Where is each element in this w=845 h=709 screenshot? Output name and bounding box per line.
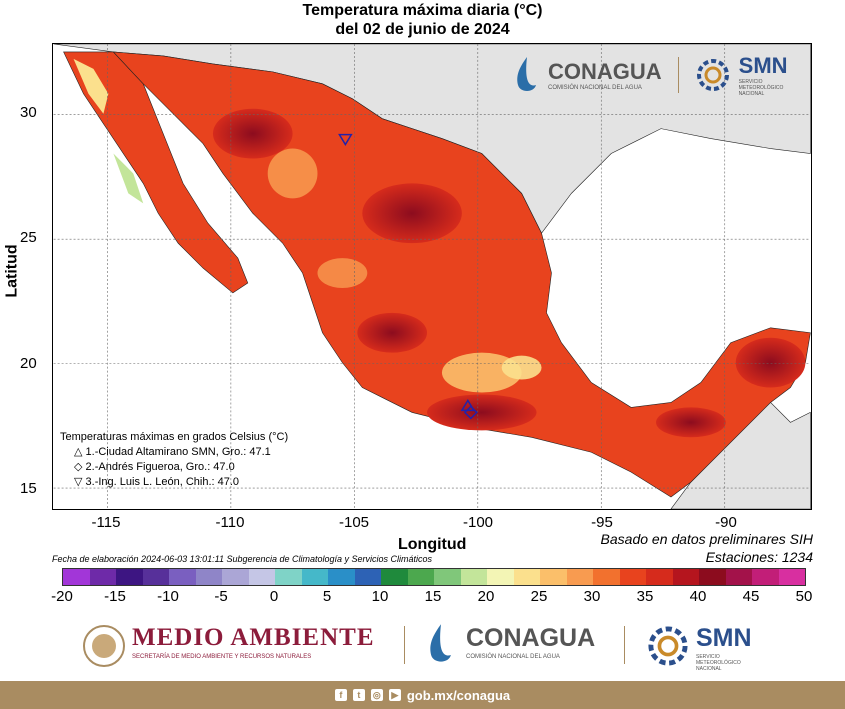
y-tick: 25: [20, 229, 37, 246]
x-tick: -100: [462, 514, 494, 531]
colorbar-swatch: [487, 569, 514, 585]
legend-item: ▽ 3.-Ing. Luis L. León, Chih.: 47.0: [74, 476, 240, 488]
colorbar-swatch: [89, 569, 116, 585]
x-tick: -95: [591, 514, 613, 531]
mexico-seal-icon: [83, 625, 125, 667]
colorbar-label: 25: [530, 588, 548, 605]
colorbar-label: -15: [104, 588, 126, 605]
colorbar-label: -5: [214, 588, 228, 605]
colorbar-swatch: [540, 569, 567, 585]
colorbar-label: 35: [636, 588, 654, 605]
colorbar-swatch: [116, 569, 143, 585]
colorbar-label: 5: [322, 588, 332, 605]
colorbar-swatch: [63, 569, 90, 585]
smn-footer-icon: [648, 626, 688, 666]
colorbar-swatch: [222, 569, 249, 585]
legend-item: △ 1.-Ciudad Altamirano SMN, Gro.: 47.1: [74, 446, 271, 458]
footer-logos: MEDIO AMBIENTE SECRETARÍA DE MEDIO AMBIE…: [0, 620, 845, 672]
colorbar-label: 10: [371, 588, 389, 605]
colorbar-label: 0: [269, 588, 279, 605]
instagram-icon[interactable]: ◎: [370, 689, 383, 701]
colorbar-label: 15: [424, 588, 442, 605]
conagua-drop-icon: [517, 57, 536, 91]
y-tick: 30: [20, 104, 37, 121]
colorbar-swatch: [699, 569, 726, 585]
baja-california: [63, 51, 249, 294]
colorbar-swatch: [593, 569, 620, 585]
colorbar-swatch: [248, 569, 275, 585]
colorbar-swatch: [778, 569, 805, 585]
legend-item: ◇ 2.-Andrés Figueroa, Gro.: 47.0: [74, 461, 235, 473]
facebook-icon[interactable]: f: [334, 689, 347, 701]
colorbar-label: 20: [477, 588, 495, 605]
colorbar-swatch: [460, 569, 487, 585]
colorbar-swatch: [381, 569, 408, 585]
y-tick: 20: [20, 355, 37, 372]
colorbar-swatch: [301, 569, 328, 585]
colorbar-swatch: [354, 569, 381, 585]
footer-bar: f t ◎ ▶ gob.mx/conagua: [0, 681, 845, 709]
colorbar-swatch: [169, 569, 196, 585]
x-axis-label: Longitud: [398, 536, 467, 553]
map-subtitle: del 02 de junio de 2024: [335, 21, 510, 38]
y-axis-label: Latitud: [3, 244, 21, 298]
colorbar-swatch: [566, 569, 593, 585]
y-tick: 15: [20, 480, 37, 497]
legend-heading: Temperaturas máximas en grados Celsius (…: [60, 431, 289, 443]
conagua-footer-logo: CONAGUA: [466, 624, 596, 652]
colorbar-swatch: [725, 569, 752, 585]
youtube-icon[interactable]: ▶: [388, 689, 401, 701]
colorbar-label: 50: [795, 588, 813, 605]
twitter-icon[interactable]: t: [352, 689, 365, 701]
colorbar-swatch: [646, 569, 673, 585]
colorbar-label: 30: [583, 588, 601, 605]
colorbar-label: -20: [51, 588, 73, 605]
medio-ambiente-logo: MEDIO AMBIENTE: [132, 624, 375, 651]
conagua-footer-icon: [430, 624, 451, 662]
x-tick: -115: [91, 514, 121, 531]
map-panel: CONAGUA COMISIÓN NACIONAL DEL AGUA SMN S…: [52, 43, 812, 510]
colorbar-swatch: [513, 569, 540, 585]
stations-count: Estaciones: 1234: [705, 549, 813, 565]
colorbar-swatch: [434, 569, 461, 585]
colorbar-label: 45: [742, 588, 760, 605]
colorbar-swatch: [672, 569, 699, 585]
temperature-map: [52, 43, 812, 510]
colorbar-swatch: [142, 569, 169, 585]
colorbar-swatch: [619, 569, 646, 585]
creation-date-note: Fecha de elaboración 2024-06-03 13:01:11…: [52, 554, 433, 564]
conagua-logo-top: CONAGUA COMISIÓN NACIONAL DEL AGUA SMN S…: [514, 53, 799, 97]
data-source-note: Basado en datos preliminares SIH: [600, 531, 813, 547]
map-title: Temperatura máxima diaria (°C): [302, 2, 543, 19]
station-legend: Temperaturas máximas en grados Celsius (…: [60, 430, 288, 490]
colorbar: [62, 568, 806, 586]
colorbar-swatch: [195, 569, 222, 585]
colorbar-label: -10: [157, 588, 179, 605]
smn-logo-icon: [696, 59, 729, 91]
station-marker-diamond: [463, 405, 478, 420]
colorbar-swatch: [275, 569, 302, 585]
smn-footer-logo: SMN: [696, 624, 752, 652]
colorbar-swatch: [752, 569, 779, 585]
x-tick: -90: [715, 514, 737, 531]
colorbar-swatch: [328, 569, 355, 585]
colorbar-label: 40: [689, 588, 707, 605]
colorbar-swatch: [407, 569, 434, 585]
footer-url-link[interactable]: gob.mx/conagua: [406, 687, 511, 703]
station-marker-down: [338, 133, 353, 147]
x-tick: -105: [338, 514, 370, 531]
x-tick: -110: [215, 514, 245, 531]
